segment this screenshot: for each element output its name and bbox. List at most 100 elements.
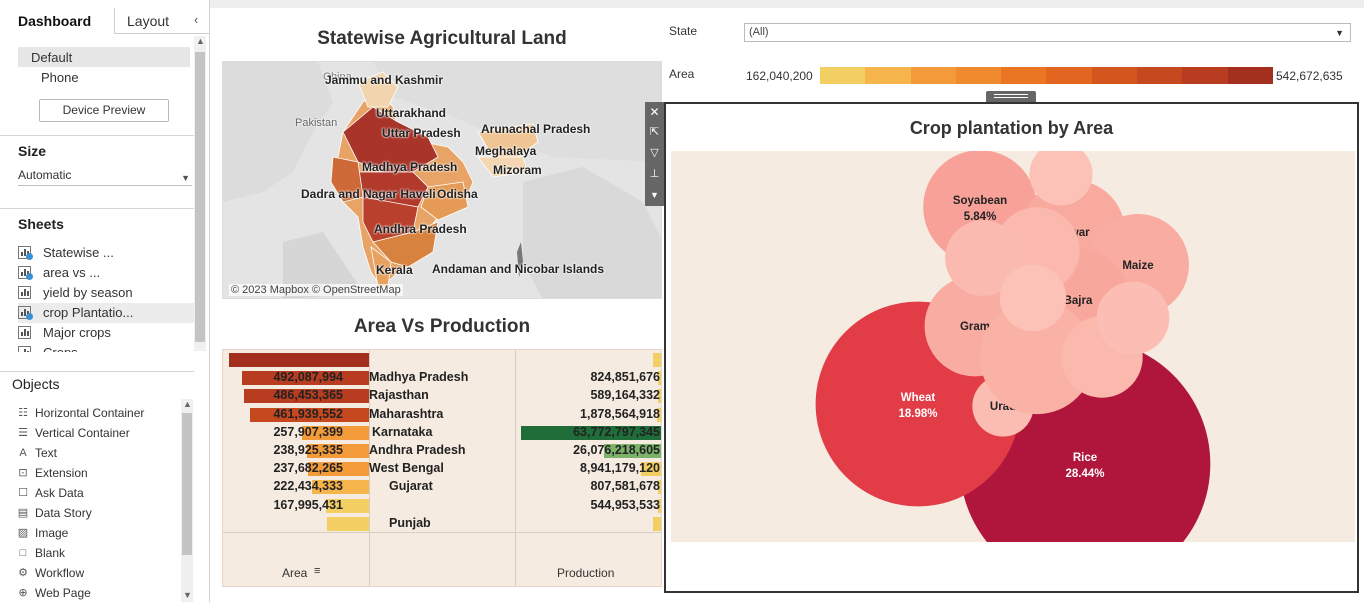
crop-bubble[interactable] <box>1096 281 1170 355</box>
close-icon[interactable]: ✕ <box>649 105 660 119</box>
scroll-thumb[interactable] <box>195 52 205 342</box>
collapse-pane-icon[interactable]: ‹ <box>194 12 199 27</box>
production-bar[interactable] <box>658 498 661 513</box>
device-phone-label[interactable]: Phone <box>41 70 79 85</box>
india-choropleth-map[interactable]: China Pakistan Jammu and Kashmir Uttarak… <box>222 61 662 299</box>
crop-bubble[interactable] <box>1029 142 1093 206</box>
object-label: Web Page <box>35 586 91 600</box>
object-label: Vertical Container <box>35 426 130 440</box>
area-value-label: 492,087,994 <box>273 370 343 385</box>
scroll-thumb[interactable] <box>182 413 192 555</box>
map-credit[interactable]: © 2023 Mapbox © OpenStreetMap <box>229 284 403 296</box>
area-bar[interactable] <box>229 353 369 367</box>
production-bar[interactable] <box>603 444 661 458</box>
tab-dashboard[interactable]: Dashboard <box>0 8 114 34</box>
area-bar[interactable] <box>243 389 369 404</box>
size-select[interactable]: Automatic ▼ <box>18 166 192 186</box>
production-value-label: 8,941,179,120 <box>580 461 660 476</box>
area-bar[interactable] <box>307 462 369 477</box>
object-label: Image <box>35 526 69 540</box>
crop-plantation-panel[interactable]: Crop plantation by Area Rice 28.44% Wheat 1… <box>664 102 1359 593</box>
crop-bubble[interactable] <box>999 264 1067 332</box>
object-extension[interactable]: ⊡ Extension <box>16 463 181 483</box>
area-bar[interactable] <box>302 425 369 440</box>
device-preview-button[interactable]: Device Preview <box>39 99 169 122</box>
production-bar[interactable] <box>653 516 661 531</box>
sheet-label: crop Plantatio... <box>43 305 134 320</box>
state-jammu-kashmir[interactable] <box>357 71 399 108</box>
state-northeast[interactable] <box>477 156 529 178</box>
production-bar[interactable] <box>658 389 661 404</box>
scroll-up-icon[interactable]: ▲ <box>196 36 205 46</box>
sheet-item-crop-plantation[interactable]: crop Plantatio... <box>18 303 194 323</box>
text-icon: A <box>19 447 27 459</box>
tab-layout[interactable]: Layout <box>114 8 194 34</box>
map-state-label: Dadra and Nagar Haveli <box>301 187 436 201</box>
more-options-icon[interactable]: ▼ <box>650 190 659 200</box>
object-vertical-container[interactable]: ☰ Vertical Container <box>16 423 181 443</box>
object-blank[interactable]: □ Blank <box>16 543 181 563</box>
device-default-row[interactable]: Default <box>18 47 190 67</box>
object-image[interactable]: ▨ Image <box>16 523 181 543</box>
objects-scrollbar[interactable]: ▲ ▼ <box>181 399 193 602</box>
drag-handle[interactable] <box>986 91 1036 103</box>
sheet-item-area-vs[interactable]: area vs ... <box>18 263 194 283</box>
go-to-sheet-icon[interactable]: ⇱ <box>649 126 660 138</box>
object-workflow[interactable]: ⚙ Workflow <box>16 563 181 583</box>
vertical-container-icon: ☰ <box>18 427 28 439</box>
map-country-label: China <box>323 71 352 83</box>
area-value-label: 237,682,265 <box>273 461 343 476</box>
sheet-item-yield-by-season[interactable]: yield by season <box>18 283 194 303</box>
area-bar[interactable] <box>242 371 369 386</box>
area-bar[interactable] <box>307 444 369 458</box>
sheet-item-major-crops[interactable]: Major crops <box>18 323 194 343</box>
state-row-label: Gujarat <box>389 479 433 494</box>
production-bar[interactable] <box>641 462 661 477</box>
area-value-label: 461,939,552 <box>273 406 343 421</box>
map-state-label: Kerala <box>376 263 413 277</box>
object-data-story[interactable]: ▤ Data Story <box>16 503 181 523</box>
area-vs-production-chart[interactable]: 492,087,994 Madhya Pradesh 824,851,676 486,… <box>222 349 662 587</box>
pin-icon[interactable]: ⊥ <box>649 168 660 180</box>
production-bar[interactable] <box>656 407 661 422</box>
production-bar[interactable] <box>658 371 661 386</box>
scroll-up-icon[interactable]: ▲ <box>183 399 192 409</box>
filter-icon[interactable]: ▽ <box>650 147 659 159</box>
chevron-down-icon: ▼ <box>1335 28 1344 38</box>
sheets-list: Statewise ... area vs ... yield by seaso… <box>0 242 194 352</box>
object-label: Extension <box>35 466 88 480</box>
scroll-down-icon[interactable]: ▼ <box>183 590 192 600</box>
area-bar[interactable] <box>327 516 369 531</box>
production-bar[interactable] <box>653 353 661 367</box>
object-label: Ask Data <box>35 486 84 500</box>
state-arunachal-pradesh[interactable] <box>477 123 539 158</box>
sheet-item-crops[interactable]: Crops <box>18 343 194 352</box>
production-bar[interactable] <box>658 480 661 495</box>
size-value: Automatic <box>18 168 72 182</box>
sort-icon[interactable]: ≡ <box>314 565 321 577</box>
state-row-label: Rajasthan <box>369 388 429 403</box>
neighbour-land <box>373 62 661 162</box>
legend-swatch <box>1137 67 1183 84</box>
production-bar[interactable] <box>521 425 661 440</box>
sheet-item-statewise[interactable]: Statewise ... <box>18 243 194 263</box>
area-value-label: 238,925,335 <box>273 443 343 457</box>
area-bar[interactable] <box>311 480 369 495</box>
state-uttar-pradesh[interactable] <box>342 106 439 173</box>
crop-bubble[interactable] <box>945 220 1021 296</box>
legend-swatch <box>820 67 866 84</box>
state-odisha[interactable] <box>420 181 469 221</box>
state-gujarat[interactable] <box>330 156 364 203</box>
object-horizontal-container[interactable]: ☷ Horizontal Container <box>16 403 181 423</box>
crop-bubble[interactable] <box>979 299 1095 415</box>
object-ask-data[interactable]: ☐ Ask Data <box>16 483 181 503</box>
state-filter-dropdown[interactable]: (All) ▼ <box>744 23 1351 42</box>
area-bar[interactable] <box>325 498 369 513</box>
object-text[interactable]: A Text <box>16 443 181 463</box>
area-bar[interactable] <box>249 407 369 422</box>
state-row-label: Madhya Pradesh <box>369 370 469 385</box>
object-web-page[interactable]: ⊕ Web Page <box>16 583 181 602</box>
device-scrollbar[interactable]: ▲ <box>194 36 206 351</box>
map-state-label: Arunachal Pradesh <box>481 122 591 136</box>
